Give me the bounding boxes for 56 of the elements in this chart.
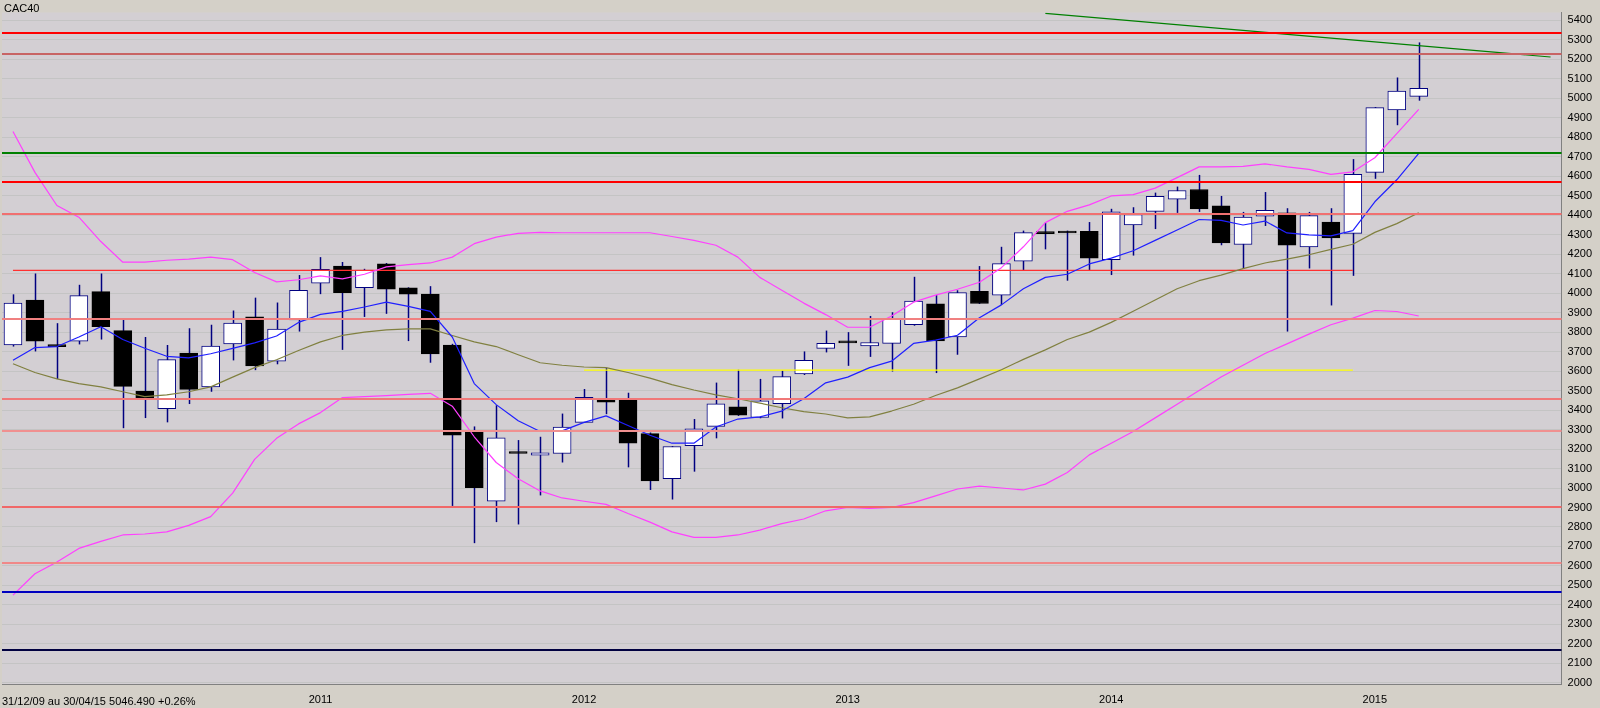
candlestick — [970, 265, 989, 305]
y-tick-label: 3700 — [1567, 344, 1593, 357]
y-tick-label: 3100 — [1567, 461, 1593, 474]
y-tick-label: 3200 — [1567, 442, 1593, 455]
y-tick-label: 2900 — [1567, 500, 1593, 513]
y-tick-label: 3400 — [1567, 403, 1593, 416]
y-tick-label: 4300 — [1567, 227, 1593, 240]
y-tick-label: 5200 — [1567, 52, 1593, 65]
y-tick-label: 5100 — [1567, 71, 1593, 84]
y-tick-label: 4000 — [1567, 286, 1593, 299]
candlestick — [860, 315, 879, 358]
candlestick — [706, 381, 726, 440]
candlestick — [399, 286, 418, 342]
y-tick-label: 4400 — [1567, 208, 1593, 221]
y-tick-label: 2800 — [1567, 520, 1593, 533]
candlestick — [1387, 76, 1407, 126]
y-tick-label: 4800 — [1567, 130, 1593, 143]
x-tick-label: 2015 — [1362, 693, 1388, 706]
x-tick-label: 2013 — [835, 693, 860, 706]
y-tick-label: 4600 — [1567, 169, 1593, 182]
y-tick-label: 4700 — [1567, 149, 1593, 162]
candlestick — [223, 309, 242, 362]
y-tick-label: 2700 — [1567, 539, 1593, 552]
candlestick — [816, 329, 836, 354]
candlestick — [508, 439, 528, 526]
y-tick-label: 3000 — [1567, 481, 1593, 494]
y-tick-label: 2500 — [1567, 578, 1593, 591]
candlestick — [1409, 41, 1429, 102]
y-tick-label: 4900 — [1567, 110, 1593, 123]
y-tick-label: 2600 — [1567, 558, 1593, 571]
y-tick-label: 2400 — [1567, 597, 1593, 610]
candlestick — [377, 262, 396, 315]
y-tick-label: 2200 — [1567, 636, 1593, 649]
y-tick-label: 4100 — [1567, 266, 1593, 279]
y-tick-label: 3800 — [1567, 325, 1593, 338]
candlestick — [1036, 221, 1055, 251]
text: 31/12/09 au 30/04/15 5046.490 +0.26% — [2, 695, 196, 707]
candlestick — [1167, 185, 1187, 214]
y-tick-label: 5300 — [1567, 32, 1593, 45]
x-tick-label: 2012 — [571, 693, 597, 706]
y-tick-label: 3500 — [1567, 383, 1593, 396]
y-tick-label: 2300 — [1567, 617, 1593, 630]
x-tick-label: 2014 — [1099, 693, 1124, 706]
y-tick-label: 2000 — [1567, 675, 1593, 688]
y-tick-label: 4500 — [1567, 188, 1593, 201]
y-tick-label: 3300 — [1567, 422, 1593, 435]
y-tick-label: 4200 — [1567, 247, 1593, 260]
y-tick-label: 3600 — [1567, 364, 1593, 377]
candlestick — [1123, 206, 1143, 257]
chart-title: CAC40 — [4, 2, 40, 14]
x-tick-label: 2011 — [308, 693, 333, 706]
y-tick-label: 5000 — [1567, 91, 1593, 104]
y-tick-label: 3900 — [1567, 305, 1593, 318]
y-tick-label: 2100 — [1567, 656, 1593, 669]
candlestick — [728, 368, 748, 417]
y-tick-label: 5400 — [1567, 13, 1593, 26]
